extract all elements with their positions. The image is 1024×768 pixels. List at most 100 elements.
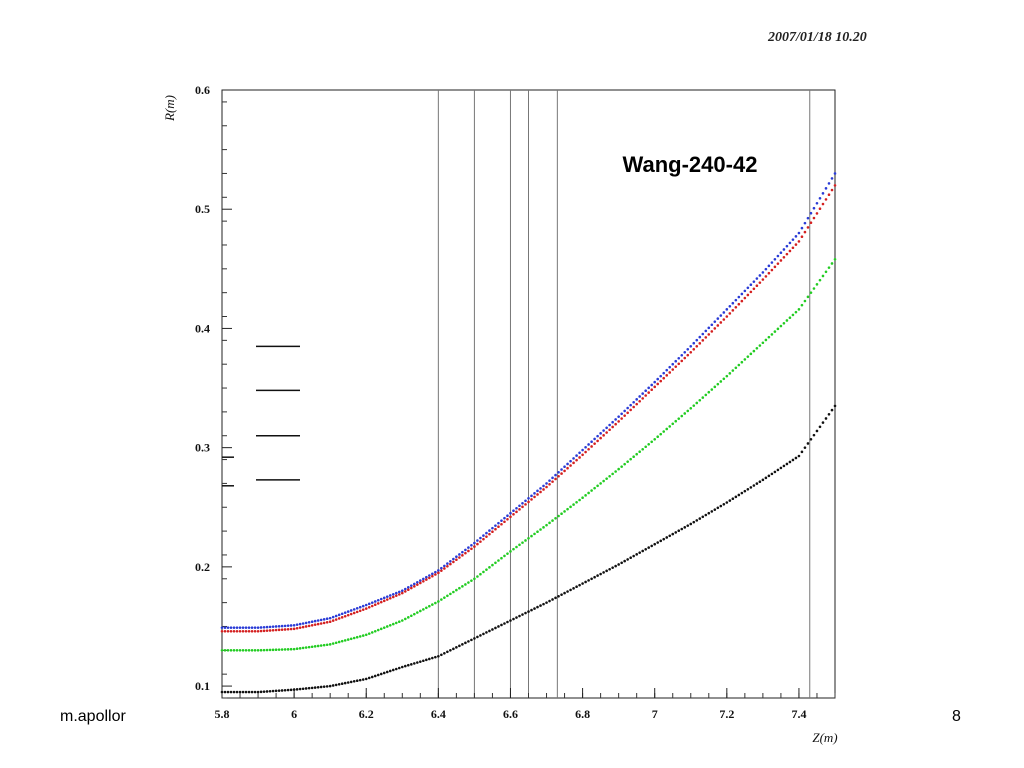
data-point [458,644,461,648]
data-point [758,274,762,277]
data-point [376,673,380,677]
data-point [569,505,572,509]
data-point [653,542,657,546]
data-point [467,549,470,553]
data-point [382,596,386,600]
data-point [494,626,497,630]
data-point [524,503,527,506]
data-point [656,435,660,439]
data-point [554,473,557,477]
data-point [761,271,765,274]
data-point [452,557,455,561]
data-point [695,345,699,348]
data-point [692,341,696,345]
data-point [731,369,735,372]
data-point [659,374,663,378]
data-point [259,648,263,652]
data-point [467,546,470,549]
data-point [370,604,374,608]
data-point [527,497,530,500]
data-point [491,628,494,631]
data-point [289,688,293,692]
data-point [536,493,539,496]
data-point [238,690,242,694]
data-point [416,580,419,584]
data-point [407,616,410,619]
data-point [253,629,257,633]
data-point [361,604,365,608]
data-point [265,629,269,632]
data-point [614,422,617,426]
data-point [584,494,587,497]
data-point [587,491,590,495]
data-point [722,502,726,506]
data-point [379,600,383,604]
data-point [322,618,326,621]
data-point [704,513,708,517]
data-point [461,585,464,588]
data-point [413,585,416,588]
data-point [382,671,386,675]
data-point [791,246,795,250]
data-point [473,541,476,545]
data-point [334,683,338,687]
data-point [749,486,753,489]
data-point [394,621,398,625]
data-point [821,421,825,424]
data-point [716,382,720,386]
data-point [812,287,816,290]
data-point [479,634,482,637]
data-point [557,470,560,474]
data-point [497,625,500,628]
data-point [343,611,347,614]
data-point [253,626,257,629]
data-point [464,583,467,586]
data-point [352,608,356,611]
data-point [524,539,527,542]
data-point [437,600,440,603]
data-point [689,350,693,354]
data-point [316,685,320,689]
data-point [701,396,705,399]
data-point [638,450,641,454]
data-point [752,484,756,487]
data-point [259,690,263,694]
data-point [806,216,810,220]
data-point [391,668,395,672]
data-point [446,564,449,568]
data-point [506,620,509,624]
page-number: 8 [952,708,961,725]
data-point [316,644,320,648]
data-point [431,574,434,578]
data-point [247,629,251,633]
x-tick-label: 5.8 [215,707,230,721]
data-point [626,460,629,463]
data-point [280,689,284,692]
data-point [376,602,380,605]
data-point [340,616,344,619]
data-point [482,534,485,537]
data-point [725,315,729,318]
data-point [404,664,407,668]
data-point [812,433,816,437]
data-point [782,321,786,325]
data-point [286,648,290,651]
data-point [590,577,593,581]
data-point [821,202,825,206]
data-point [815,283,819,286]
data-point [491,563,494,567]
data-point [310,686,314,690]
data-point [761,478,765,482]
data-point [400,591,404,595]
data-point [797,240,801,243]
data-point [370,675,374,679]
data-point [461,643,464,646]
data-point [749,290,753,294]
data-point [494,524,497,527]
data-point [545,601,548,604]
data-point [410,614,413,618]
data-point [229,649,233,652]
data-point [238,629,242,633]
data-point [394,594,398,597]
data-point [809,221,813,225]
